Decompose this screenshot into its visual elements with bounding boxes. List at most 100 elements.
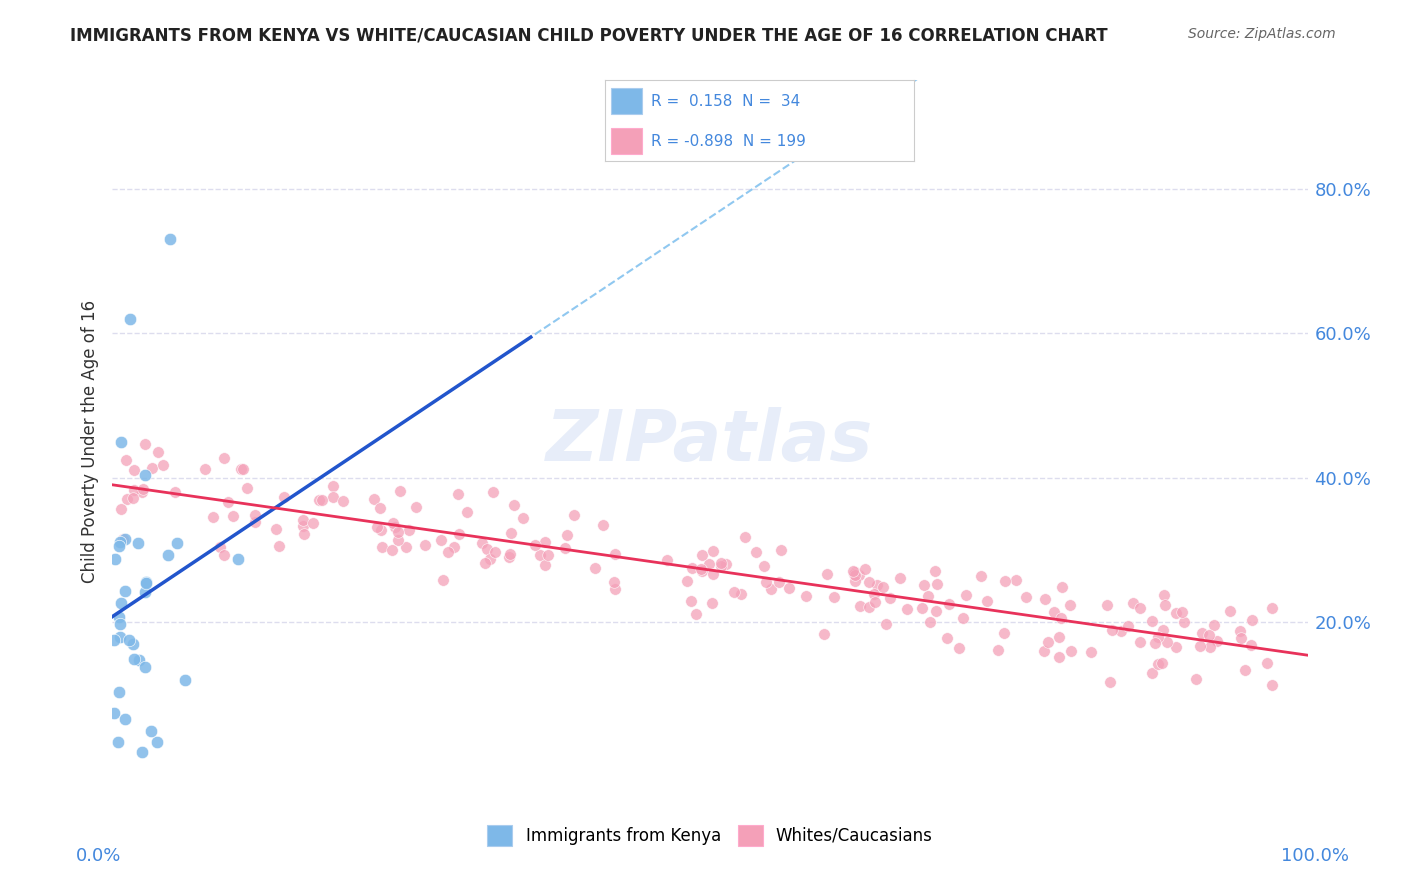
Point (135, 575, 157, 590)
Point (121, 637, 143, 651)
Point (139, 723, 162, 738)
Point (993, 626, 1015, 640)
Point (264, 522, 287, 536)
Point (759, 582, 782, 597)
Point (844, 574, 866, 588)
Point (108, 617, 131, 632)
Point (243, 515, 266, 529)
Point (554, 541, 576, 555)
Point (122, 463, 145, 477)
Point (1156, 635, 1178, 649)
Point (1050, 611, 1073, 625)
Point (332, 494, 354, 508)
Point (1129, 634, 1152, 648)
Point (1241, 613, 1264, 627)
Point (115, 492, 138, 507)
Point (1101, 623, 1123, 637)
Point (533, 535, 555, 549)
Point (1233, 663, 1256, 677)
Point (501, 526, 523, 541)
Point (734, 531, 756, 545)
Point (924, 564, 946, 578)
Point (1153, 589, 1175, 603)
Point (710, 559, 733, 574)
Point (267, 539, 290, 553)
Point (413, 538, 436, 552)
Point (755, 575, 778, 590)
Point (692, 564, 714, 578)
Text: ZIPatlas: ZIPatlas (547, 407, 873, 476)
Point (1140, 614, 1163, 628)
Point (202, 510, 225, 524)
Point (135, 574, 157, 589)
Point (858, 599, 880, 614)
Point (1198, 640, 1220, 654)
Point (603, 574, 626, 589)
Point (848, 568, 870, 582)
Point (104, 552, 127, 566)
Point (159, 232, 181, 246)
Point (1147, 657, 1170, 671)
Point (994, 574, 1017, 589)
Point (1219, 604, 1241, 618)
Point (110, 434, 132, 449)
Text: R =  0.158  N =  34: R = 0.158 N = 34 (651, 94, 800, 109)
Point (1129, 601, 1152, 615)
Point (114, 532, 136, 546)
Point (1043, 605, 1066, 619)
Point (429, 533, 451, 547)
Point (863, 595, 886, 609)
Point (745, 544, 768, 558)
Point (697, 557, 720, 571)
Point (925, 577, 948, 591)
Point (243, 508, 266, 523)
Point (1060, 644, 1083, 658)
Point (114, 453, 136, 467)
Point (322, 490, 344, 504)
Text: R = -0.898  N = 199: R = -0.898 N = 199 (651, 134, 806, 149)
Point (700, 596, 723, 610)
Point (499, 547, 522, 561)
Point (583, 561, 606, 575)
Point (1032, 644, 1054, 658)
Legend: Immigrants from Kenya, Whites/Caucasians: Immigrants from Kenya, Whites/Caucasians (481, 819, 939, 852)
Point (308, 492, 330, 507)
Point (685, 607, 707, 621)
Point (844, 566, 866, 580)
Point (1166, 640, 1188, 655)
Point (131, 745, 153, 759)
Point (955, 588, 977, 602)
Point (1005, 574, 1028, 588)
Text: Source: ZipAtlas.com: Source: ZipAtlas.com (1188, 27, 1336, 41)
Point (173, 673, 195, 687)
Point (381, 516, 404, 530)
Point (1240, 638, 1263, 652)
Point (502, 498, 524, 512)
Point (976, 594, 998, 608)
Point (107, 610, 129, 624)
Point (866, 578, 889, 592)
Point (1191, 626, 1213, 640)
Point (970, 569, 993, 583)
Point (405, 500, 427, 515)
Text: 0.0%: 0.0% (76, 847, 121, 865)
Point (471, 535, 494, 549)
Text: 100.0%: 100.0% (1281, 847, 1348, 865)
Point (1229, 624, 1251, 638)
Point (1047, 630, 1070, 644)
Point (478, 552, 501, 566)
Point (156, 548, 179, 562)
Point (311, 492, 333, 507)
Point (322, 479, 344, 493)
Point (562, 508, 585, 522)
Point (952, 610, 974, 624)
Point (815, 567, 838, 582)
Point (752, 559, 775, 574)
Point (1261, 600, 1284, 615)
Point (114, 712, 136, 726)
Point (120, 311, 142, 326)
Point (655, 553, 678, 567)
Point (124, 652, 146, 666)
Point (114, 583, 136, 598)
Point (1152, 624, 1174, 638)
